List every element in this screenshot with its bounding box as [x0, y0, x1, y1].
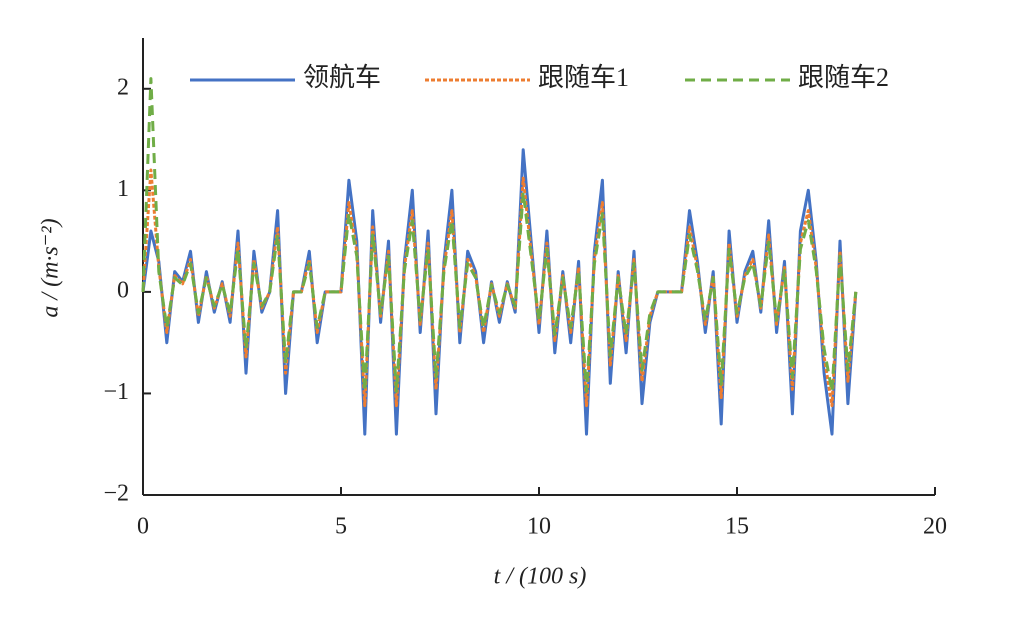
y-axis-label: a / (m·s⁻²)	[38, 218, 64, 317]
y-tick-label: 1	[117, 176, 129, 202]
x-tick-label: 20	[923, 514, 947, 540]
x-tick-label: 0	[137, 514, 149, 540]
y-tick-label: −1	[103, 379, 129, 405]
x-tick-label: 5	[335, 514, 347, 540]
y-tick-label: −2	[103, 481, 129, 507]
y-tick-label: 2	[117, 74, 129, 100]
legend-label: 跟随车1	[538, 63, 629, 92]
legend-label: 领航车	[303, 63, 381, 92]
x-axis-label: t / (100 s)	[494, 564, 587, 590]
series-line	[141, 168, 858, 408]
y-tick-label: 0	[117, 277, 129, 303]
series-line	[141, 77, 858, 393]
series-line	[141, 148, 858, 436]
x-tick-label: 10	[527, 514, 551, 540]
legend-label: 跟随车2	[798, 63, 889, 92]
x-tick-label: 15	[725, 514, 749, 540]
